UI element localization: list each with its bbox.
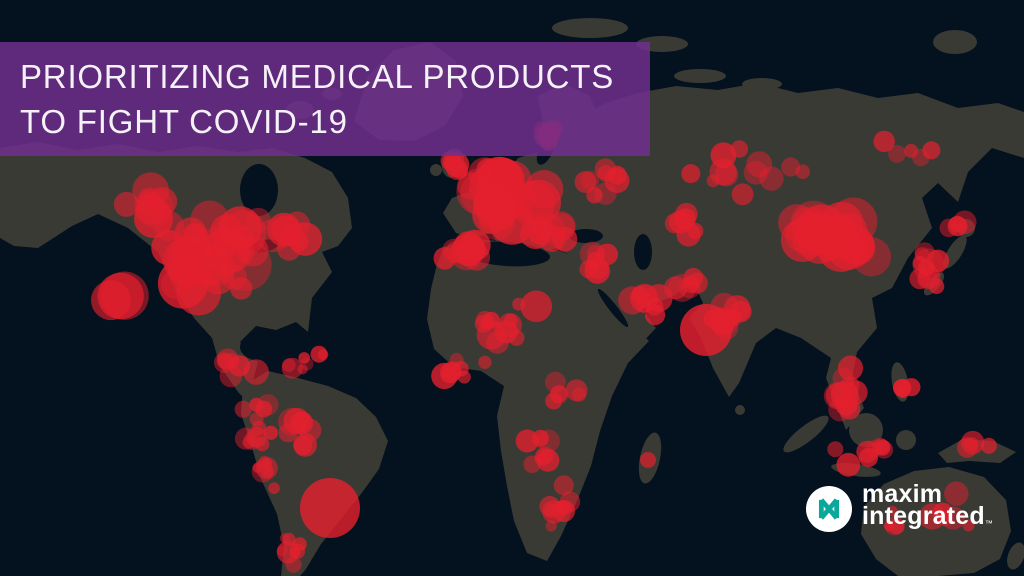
covid-case-bubbles [91, 120, 997, 573]
title-line-2: TO FIGHT COVID-19 [20, 103, 348, 140]
sea-cutouts [197, 135, 652, 375]
maxim-logo: maxim integrated™ [806, 480, 993, 535]
maxim-logo-icon [806, 486, 852, 532]
maxim-logo-wordmark: maxim integrated™ [862, 480, 993, 535]
logo-word-integrated: integrated™ [862, 502, 993, 530]
trademark-symbol: ™ [984, 519, 993, 528]
logo-word-maxim: maxim [862, 480, 943, 508]
title-banner: PRIORITIZING MEDICAL PRODUCTS TO FIGHT C… [0, 42, 650, 156]
title-line-1: PRIORITIZING MEDICAL PRODUCTS [20, 58, 615, 95]
